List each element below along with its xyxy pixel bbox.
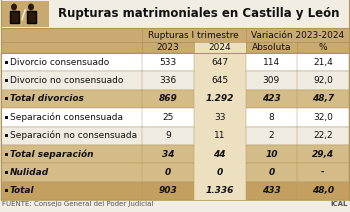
Text: 0: 0 xyxy=(217,168,223,177)
Bar xyxy=(5,79,7,82)
Text: 869: 869 xyxy=(159,94,177,103)
Text: 433: 433 xyxy=(262,186,281,195)
Text: 533: 533 xyxy=(159,58,176,67)
Bar xyxy=(1,42,349,53)
Text: 2: 2 xyxy=(268,131,274,140)
Text: FUENTE: Consejo General del Poder Judicial: FUENTE: Consejo General del Poder Judici… xyxy=(2,201,153,207)
Text: 21,4: 21,4 xyxy=(313,58,333,67)
Text: Divorcio no consensuado: Divorcio no consensuado xyxy=(9,76,123,85)
Bar xyxy=(194,127,245,145)
Text: 903: 903 xyxy=(159,186,177,195)
Text: 8: 8 xyxy=(268,113,274,122)
Text: 336: 336 xyxy=(159,76,176,85)
Bar xyxy=(1,182,349,200)
Bar xyxy=(1,71,349,90)
Text: 44: 44 xyxy=(214,149,226,159)
Bar xyxy=(194,163,245,182)
Text: 645: 645 xyxy=(211,76,228,85)
Bar xyxy=(1,127,349,145)
Text: 1.292: 1.292 xyxy=(205,94,234,103)
Text: 0: 0 xyxy=(268,168,274,177)
FancyBboxPatch shape xyxy=(27,11,36,23)
Bar xyxy=(5,61,7,64)
Text: 423: 423 xyxy=(262,94,281,103)
Bar xyxy=(194,145,245,163)
Text: 9: 9 xyxy=(165,131,171,140)
Text: Rupturas matrimoniales en Castilla y León: Rupturas matrimoniales en Castilla y Leó… xyxy=(58,7,340,21)
Bar xyxy=(5,116,7,119)
Text: 10: 10 xyxy=(265,149,278,159)
Text: -: - xyxy=(321,168,325,177)
Text: Absoluta: Absoluta xyxy=(252,43,291,52)
Text: %: % xyxy=(319,43,328,52)
Text: 33: 33 xyxy=(214,113,225,122)
Bar xyxy=(1,1,49,27)
Text: 1.336: 1.336 xyxy=(205,186,234,195)
Text: 25: 25 xyxy=(162,113,174,122)
Text: Total separación: Total separación xyxy=(9,149,93,159)
Text: Total divorcios: Total divorcios xyxy=(9,94,83,103)
Bar xyxy=(194,42,245,53)
Bar xyxy=(5,153,7,156)
Text: Separación no consensuada: Separación no consensuada xyxy=(9,131,136,140)
Bar xyxy=(1,90,349,108)
Text: 2024: 2024 xyxy=(208,43,231,52)
FancyBboxPatch shape xyxy=(10,11,19,23)
Bar xyxy=(194,90,245,108)
Bar xyxy=(5,98,7,100)
Text: 48,0: 48,0 xyxy=(312,186,334,195)
Text: ICAL: ICAL xyxy=(331,201,348,207)
Bar xyxy=(5,134,7,137)
Text: 0: 0 xyxy=(165,168,171,177)
Text: 29,4: 29,4 xyxy=(312,149,334,159)
Bar xyxy=(5,189,7,192)
Text: 22,2: 22,2 xyxy=(313,131,333,140)
Text: Rupturas I trimestre: Rupturas I trimestre xyxy=(148,31,239,39)
Bar xyxy=(1,145,349,163)
Text: 34: 34 xyxy=(162,149,174,159)
Text: /: / xyxy=(21,7,27,21)
Bar xyxy=(1,108,349,127)
Text: Divorcio consensuado: Divorcio consensuado xyxy=(9,58,109,67)
Text: 114: 114 xyxy=(263,58,280,67)
Bar xyxy=(1,53,349,71)
Text: 48,7: 48,7 xyxy=(312,94,334,103)
Text: 11: 11 xyxy=(214,131,225,140)
Text: 92,0: 92,0 xyxy=(313,76,333,85)
Text: Nulidad: Nulidad xyxy=(9,168,49,177)
Bar xyxy=(194,71,245,90)
Bar xyxy=(1,0,349,28)
Text: 2023: 2023 xyxy=(156,43,179,52)
Bar xyxy=(1,163,349,182)
Text: Total: Total xyxy=(9,186,34,195)
Bar xyxy=(194,182,245,200)
Text: 647: 647 xyxy=(211,58,228,67)
Text: 32,0: 32,0 xyxy=(313,113,333,122)
Bar xyxy=(1,28,349,42)
Text: Separación consensuada: Separación consensuada xyxy=(9,113,122,122)
Ellipse shape xyxy=(28,4,34,11)
Text: 309: 309 xyxy=(263,76,280,85)
Bar xyxy=(194,108,245,127)
Ellipse shape xyxy=(11,4,17,11)
Bar xyxy=(5,171,7,174)
Bar xyxy=(194,53,245,71)
Text: Variación 2023-2024: Variación 2023-2024 xyxy=(251,31,344,39)
